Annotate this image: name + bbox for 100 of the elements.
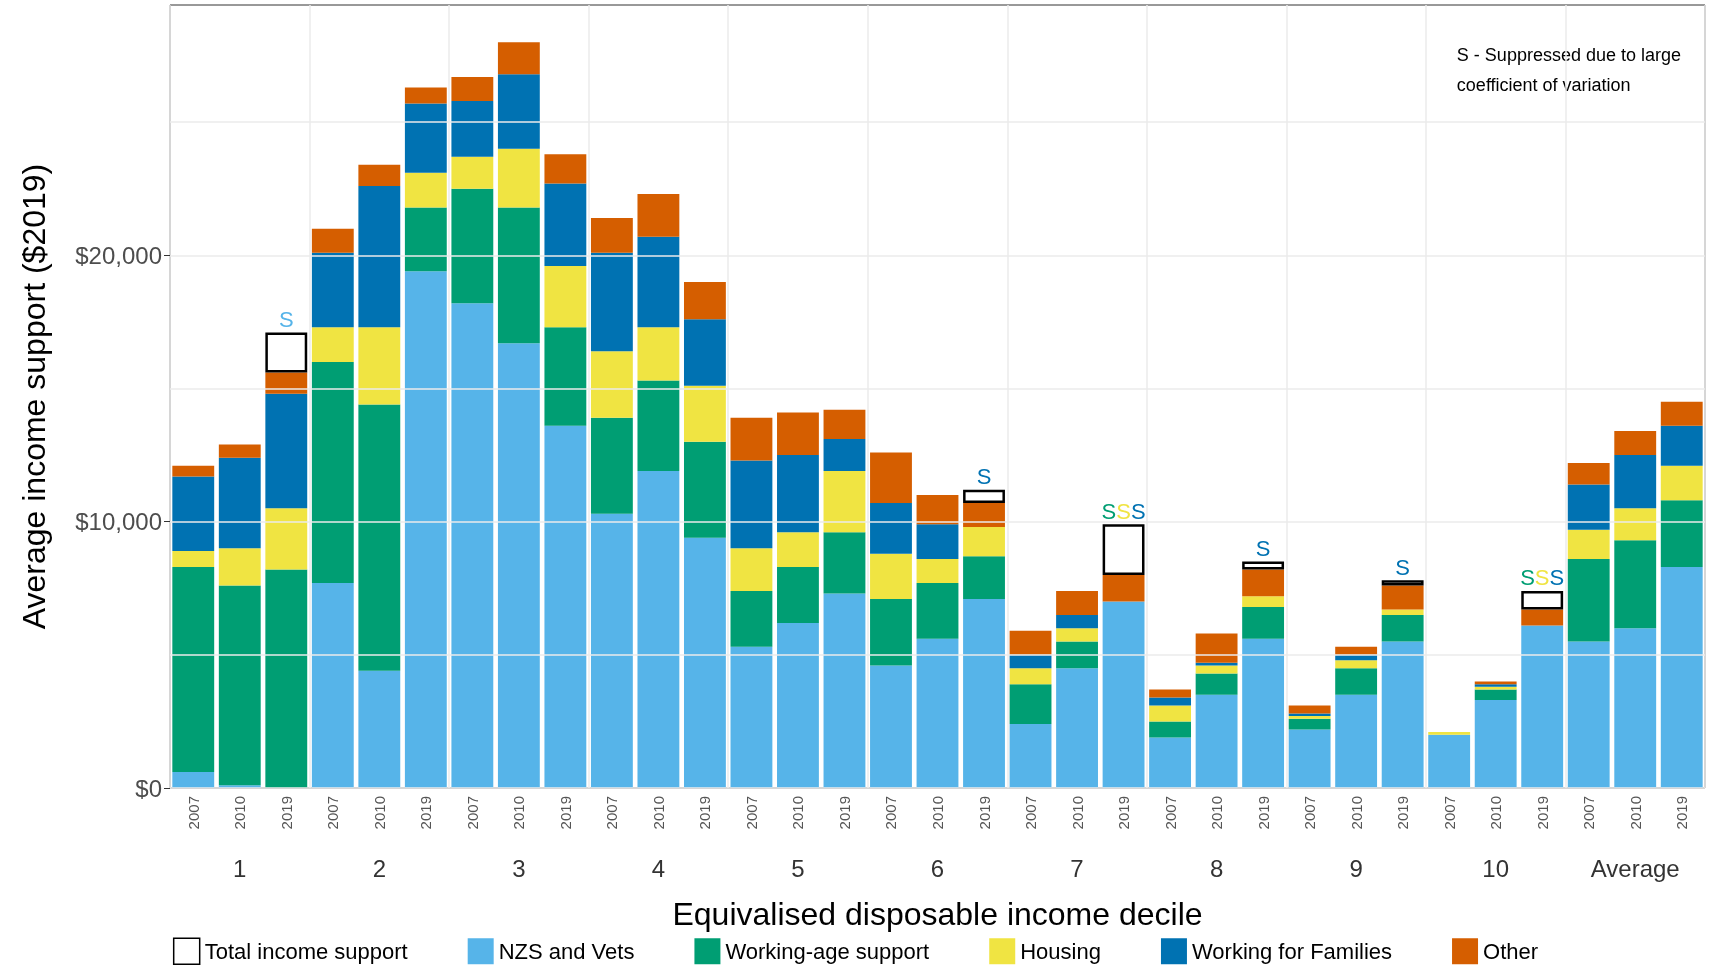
text: S (1255, 536, 1271, 562)
bar (1521, 590, 1564, 610)
bar (451, 303, 494, 788)
bar (1242, 569, 1285, 597)
bar (590, 218, 633, 253)
x-tick-label: 2010 (1068, 796, 1086, 830)
y-axis-title: Average income support ($2019) (16, 163, 52, 630)
x-tick-label: 2010 (789, 796, 807, 830)
x-tick-label: 2019 (417, 796, 435, 830)
bar (963, 489, 1005, 504)
bar (358, 327, 401, 405)
bar (730, 548, 773, 591)
text: Average (1590, 854, 1680, 882)
bar (311, 361, 354, 583)
text: S (1116, 498, 1131, 524)
bar (916, 558, 959, 583)
bar (1614, 455, 1657, 509)
bar (823, 439, 866, 472)
bar (358, 670, 401, 788)
x-tick-label: 2019 (696, 796, 714, 830)
bar (590, 513, 633, 788)
bar (311, 582, 354, 788)
x-tick-label: 2007 (184, 796, 202, 830)
text: 2 (372, 854, 386, 882)
x-tick-label: 2007 (1580, 796, 1598, 830)
bar (1381, 641, 1424, 788)
x-tick-label: 2007 (1301, 796, 1319, 830)
bar (172, 566, 215, 773)
bar (683, 319, 726, 386)
bar (544, 425, 587, 788)
bar (1474, 700, 1517, 788)
bar (1567, 641, 1610, 788)
bar (497, 207, 540, 344)
bar (1195, 633, 1238, 663)
bar (1660, 500, 1703, 567)
bar (172, 772, 215, 788)
bar (1660, 401, 1703, 426)
bar (777, 412, 819, 456)
x-tick-label: 2019 (1533, 796, 1551, 830)
bar (1102, 601, 1145, 788)
bar (1428, 734, 1471, 788)
bar (637, 380, 680, 472)
x-tick-label: 2007 (742, 796, 760, 830)
x-tick-label: 2019 (1394, 796, 1412, 830)
bar (451, 100, 494, 157)
bar (1381, 614, 1424, 642)
legend-label: Other (1483, 938, 1539, 964)
text: 3 (512, 854, 526, 882)
bar (172, 550, 215, 567)
bar (1567, 529, 1610, 559)
bar (1195, 673, 1238, 695)
text: 9 (1349, 854, 1363, 882)
bar (1242, 596, 1285, 607)
bar (916, 524, 959, 559)
x-tick-label: 2007 (463, 796, 481, 830)
bar (1660, 425, 1703, 466)
bar (870, 553, 912, 599)
bar (497, 343, 540, 788)
y-tick-label: $20,000 (75, 241, 162, 269)
bar (1009, 630, 1052, 655)
bar (916, 495, 959, 525)
bar (1335, 668, 1378, 695)
bar (683, 385, 726, 442)
text: S (1130, 498, 1146, 524)
bar (1149, 721, 1192, 738)
bar (1009, 668, 1052, 685)
x-tick-label: 2019 (975, 796, 993, 830)
bar (497, 148, 540, 208)
bar (1567, 558, 1610, 642)
bar (730, 590, 773, 647)
text: 7 (1070, 854, 1084, 882)
text: 6 (930, 854, 945, 882)
bar (870, 598, 912, 666)
text: 1 (233, 854, 247, 882)
bar (1195, 694, 1238, 788)
bar (1614, 540, 1657, 629)
bar (497, 42, 540, 75)
bar (1521, 625, 1564, 788)
text: S (1549, 565, 1565, 591)
bar (916, 638, 959, 788)
x-tick-label: 2019 (277, 796, 295, 830)
bar (870, 452, 912, 504)
x-tick-label: 2010 (510, 796, 528, 830)
bar (823, 471, 866, 533)
bar (311, 327, 354, 362)
bar (1474, 689, 1517, 701)
bar (870, 503, 912, 554)
bar (544, 327, 587, 426)
y-tick-label: $0 (135, 774, 162, 802)
bar (1381, 585, 1424, 610)
bar (1381, 580, 1424, 586)
bar (1195, 665, 1238, 674)
text: S (278, 307, 294, 333)
bar (311, 228, 354, 253)
bar (916, 582, 959, 639)
bar (1242, 638, 1285, 788)
x-tick-label: 2007 (1022, 796, 1040, 830)
bar (497, 74, 540, 149)
bar (1009, 684, 1052, 725)
bar (358, 404, 401, 671)
